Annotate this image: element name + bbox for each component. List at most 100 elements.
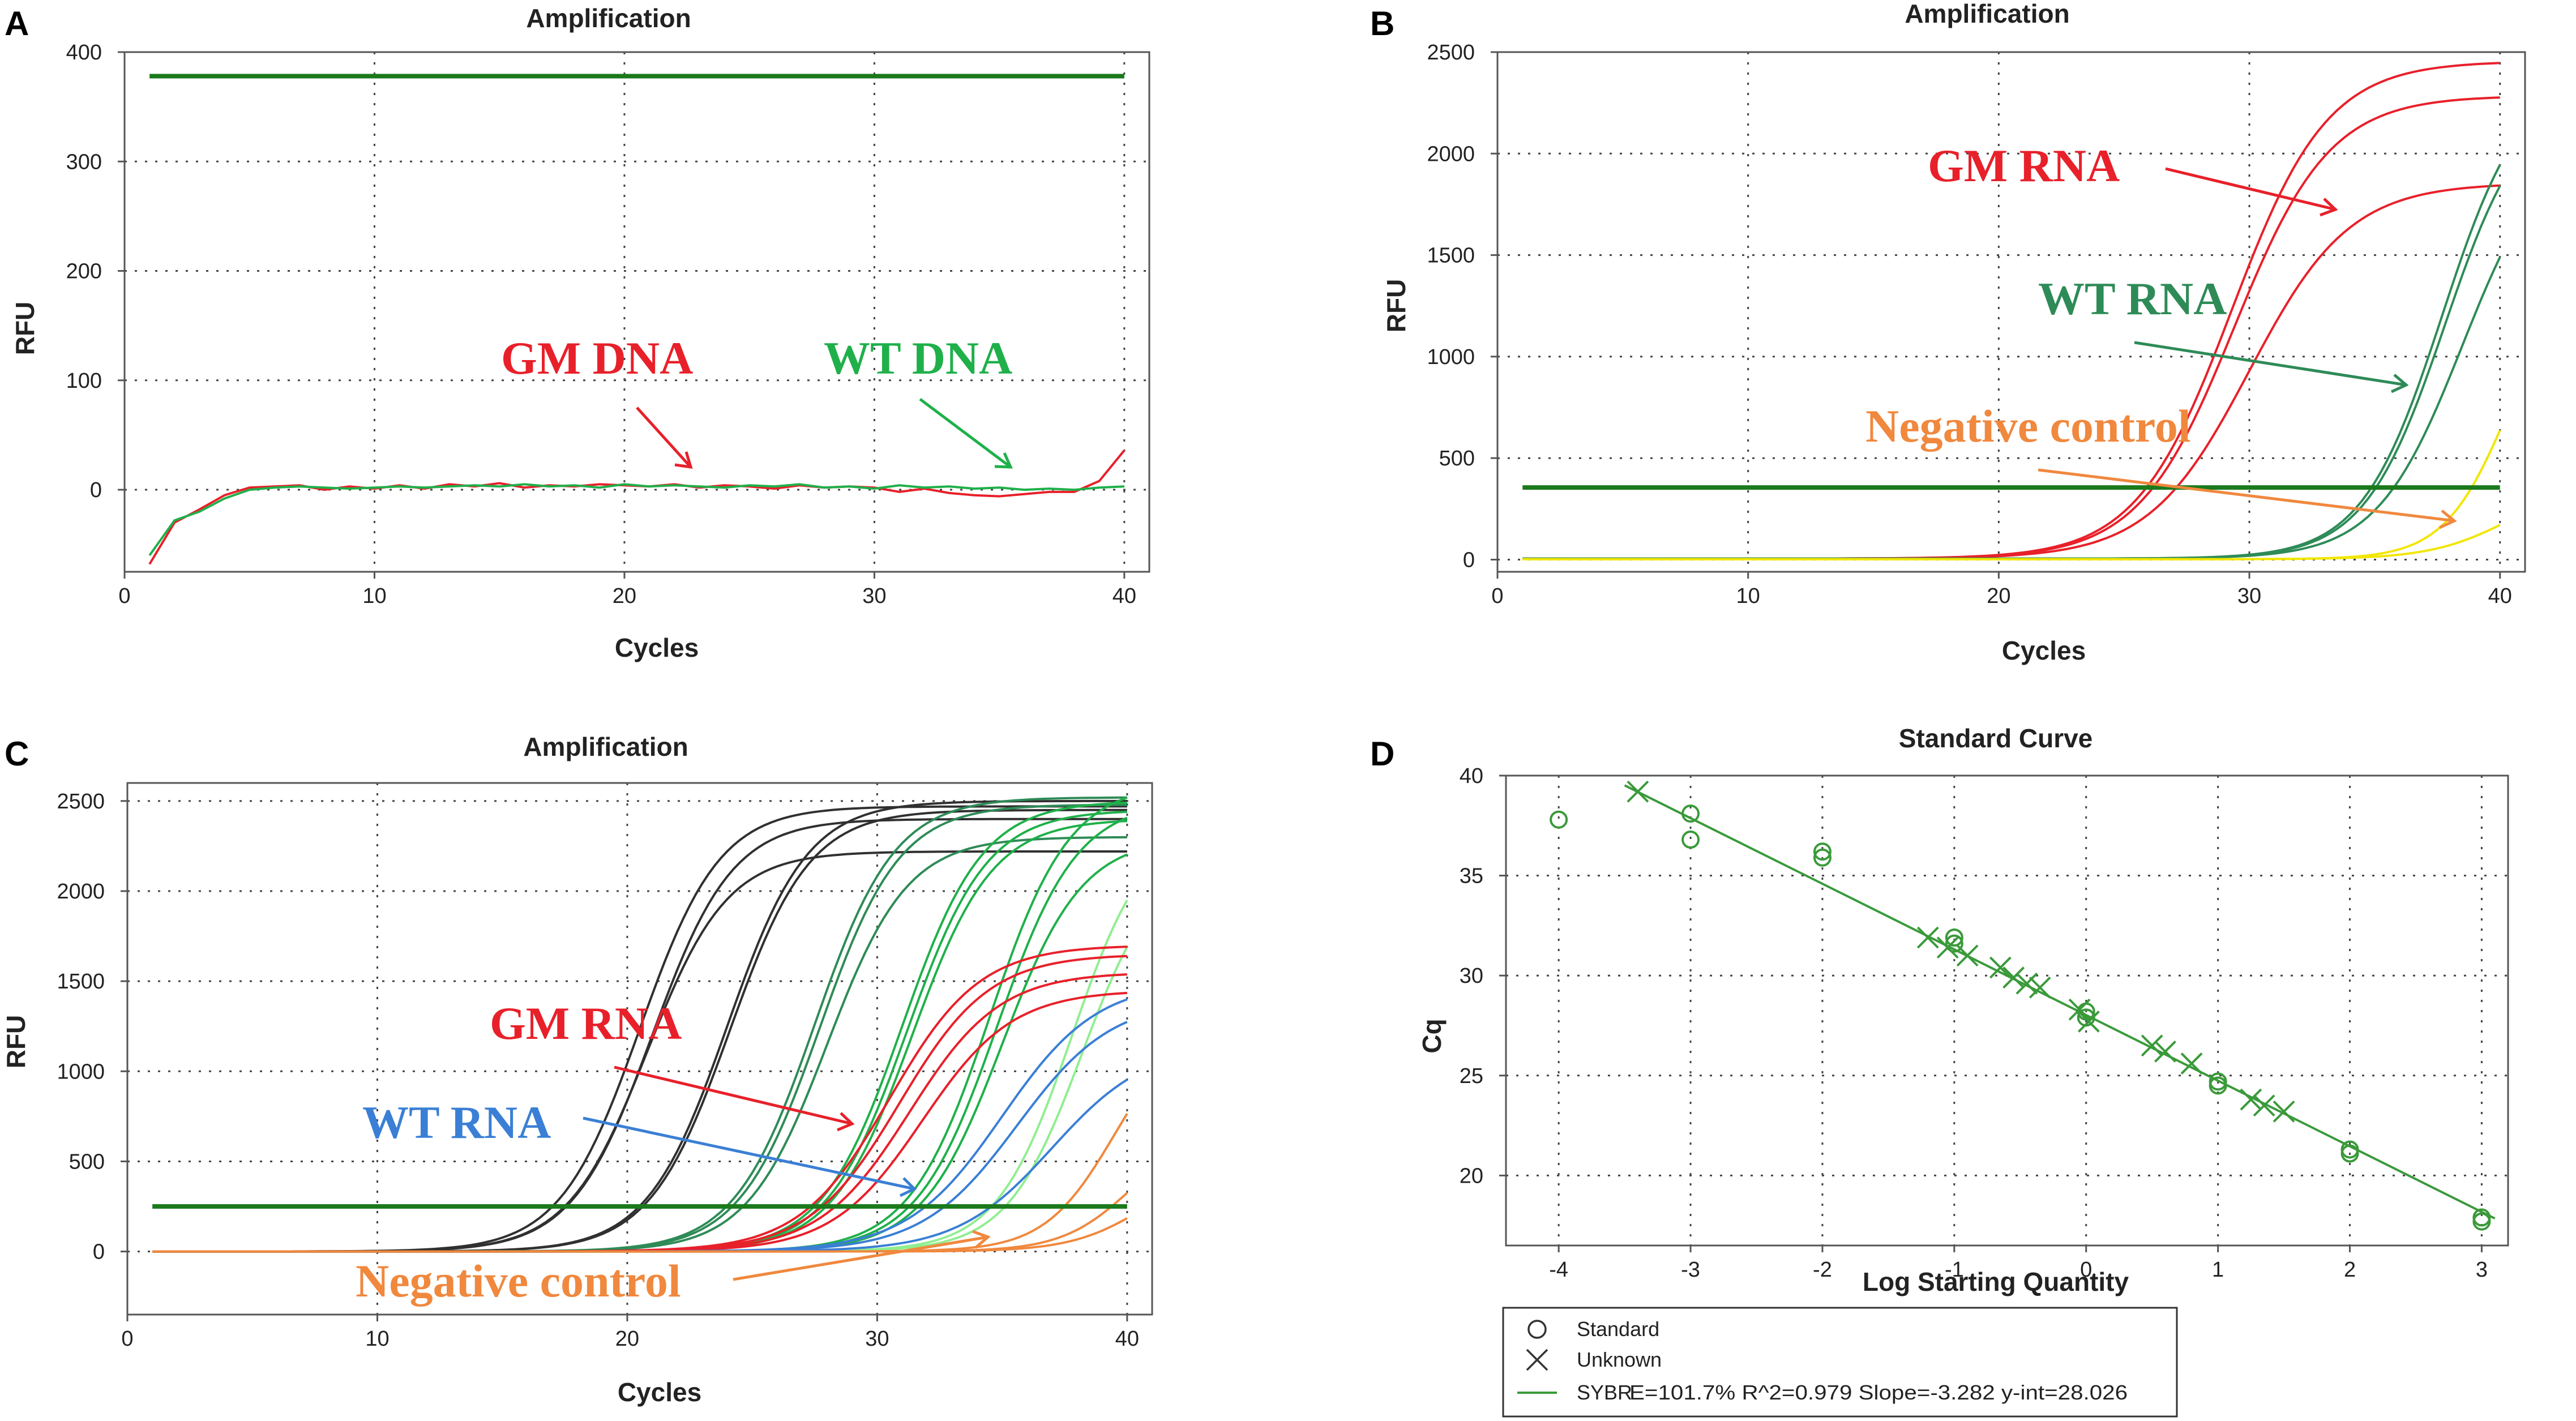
standard-marker-icon <box>1527 1320 1547 1339</box>
arrowhead-gm-rna-c <box>837 1112 855 1132</box>
arrowhead-wt-rna-c <box>899 1177 917 1197</box>
annotation-gm-rna-c: GM RNA <box>490 998 682 1049</box>
x-tick-label: 20 <box>613 584 636 608</box>
annotation-negative-c: Negative control <box>356 1255 681 1307</box>
unknown-point <box>1916 926 1939 949</box>
plot-d: -4 -3 -2 -1 0 1 2 3 20 25 30 35 40 <box>1460 764 2509 1282</box>
x-tick-label: 0 <box>118 584 130 608</box>
legend-unknown: Unknown <box>1577 1348 1662 1371</box>
unknown-marker-icon <box>1526 1349 1548 1371</box>
unknown-point <box>2068 998 2091 1021</box>
y-tick-label: 1500 <box>57 970 105 994</box>
panel-a: A Amplification Cycles RFU 0 10 20 30 400100… <box>5 3 1150 662</box>
x-tick-label: -4 <box>1549 1258 1568 1282</box>
panel-d-ylabel: Cq <box>1417 1018 1447 1053</box>
x-tick-label: 10 <box>362 584 386 608</box>
x-tick-label: 0 <box>121 1327 133 1351</box>
y-tick-label: 500 <box>1439 447 1475 470</box>
series-line <box>1522 184 2500 560</box>
x-tick-label: 40 <box>1112 584 1136 608</box>
x-tick-label: 10 <box>1736 584 1760 608</box>
panel-c-label: C <box>5 735 29 773</box>
x-tick-label: 3 <box>2476 1258 2488 1282</box>
annotation-wt-rna-b: WT RNA <box>2038 273 2227 324</box>
unknown-point <box>2253 1094 2275 1117</box>
unknown-point <box>1627 780 1649 803</box>
panel-b-title: Amplification <box>1905 0 2069 28</box>
standard-point <box>2209 1076 2227 1095</box>
panel-a-title: Amplification <box>526 3 691 33</box>
annotation-negative-b: Negative control <box>1865 400 2191 452</box>
panel-b-ylabel: RFU <box>1381 279 1411 333</box>
unknown-point <box>2002 966 2025 989</box>
panel-a-xlabel: Cycles <box>615 633 699 662</box>
unknown-point <box>1956 944 1979 967</box>
arrow-gm-dna <box>636 406 692 468</box>
legend-box <box>1502 1307 2178 1418</box>
standard-point <box>2340 1144 2359 1163</box>
x-tick-label: -2 <box>1813 1258 1832 1282</box>
standard-point <box>1813 842 1832 861</box>
unknown-point <box>1989 956 2012 979</box>
panel-c-ylabel: RFU <box>1 1015 31 1069</box>
arrowhead-negative-c <box>972 1230 991 1249</box>
panel-a-ylabel: RFU <box>10 302 40 356</box>
y-tick-label: 1500 <box>1427 244 1475 268</box>
y-tick-label: 35 <box>1460 864 1483 888</box>
y-tick-label: 1000 <box>1427 345 1475 369</box>
series-line <box>152 1113 1128 1253</box>
y-tick-label: 2000 <box>57 880 105 904</box>
series-line <box>148 450 1126 565</box>
x-tick-label: 1 <box>2212 1258 2224 1282</box>
x-tick-label: -3 <box>1681 1258 1700 1282</box>
arrow-gm-rna-c <box>614 1065 853 1125</box>
series-line <box>1522 62 2500 560</box>
series-line <box>152 899 1128 1253</box>
y-tick-label: 25 <box>1460 1064 1483 1088</box>
annotation-gm-dna: GM DNA <box>501 332 693 384</box>
plot-frame <box>1496 51 2526 573</box>
arrow-wt-rna-b <box>2134 341 2407 387</box>
panel-b: B Amplification Cycles RFU 0 10 20 30 40 0 500… <box>1370 0 2526 665</box>
legend-sybr: SYBR <box>1577 1381 1632 1404</box>
x-tick-label: 30 <box>862 584 886 608</box>
x-tick-label: 30 <box>2237 584 2261 608</box>
plot-frame <box>1505 774 2509 1247</box>
x-tick-label: 20 <box>615 1327 639 1351</box>
y-tick-label: 2000 <box>1427 142 1475 166</box>
series-line <box>152 1217 1128 1253</box>
standard-point <box>1681 804 1700 823</box>
panel-d-label: D <box>1370 735 1394 773</box>
standard-point <box>2472 1208 2491 1227</box>
panel-d-title: Standard Curve <box>1899 724 2093 753</box>
series-line <box>148 483 1124 557</box>
y-tick-label: 20 <box>1460 1164 1483 1188</box>
x-tick-label: 20 <box>1987 584 2010 608</box>
arrowhead-wt-dna <box>994 452 1013 469</box>
unknown-point <box>2240 1088 2262 1111</box>
plot-frame <box>126 782 1153 1316</box>
legend-standard: Standard <box>1577 1317 1659 1341</box>
series-line <box>152 853 1128 1253</box>
y-tick-label: 2500 <box>1427 41 1475 65</box>
y-tick-label: 400 <box>66 41 102 65</box>
arrow-gm-rna-b <box>2165 167 2336 211</box>
x-tick-label: 40 <box>2488 584 2512 608</box>
panel-d: D Standard Curve Log Starting Quantity C… <box>1370 724 2509 1418</box>
y-tick-label: 40 <box>1460 764 1483 788</box>
y-tick-label: 0 <box>1463 548 1475 572</box>
standard-point <box>1681 831 1700 849</box>
x-tick-label: 0 <box>1491 584 1503 608</box>
regression-line <box>1624 784 2496 1220</box>
x-tick-label: 10 <box>365 1327 389 1351</box>
plot-c: 0 10 20 30 40 0 500 1000 1500 2000 2500 <box>57 782 1153 1351</box>
unknown-point <box>2154 1040 2176 1063</box>
panel-d-xlabel: Log Starting Quantity <box>1863 1267 2129 1296</box>
y-tick-label: 2500 <box>57 790 105 814</box>
series-line <box>1522 185 2501 560</box>
annotation-wt-rna-c: WT RNA <box>362 1097 551 1148</box>
arrow-wt-dna <box>919 398 1012 468</box>
x-tick-label: 0 <box>2080 1258 2092 1282</box>
y-tick-label: 500 <box>69 1150 105 1174</box>
